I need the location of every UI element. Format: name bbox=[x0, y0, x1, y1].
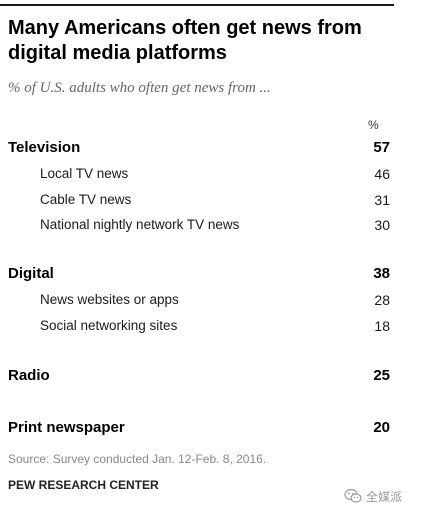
wechat-icon bbox=[344, 488, 362, 504]
subcategory-label: News websites or apps bbox=[40, 292, 179, 307]
group-label: Television bbox=[8, 139, 81, 156]
group-row: Digital 38 bbox=[8, 264, 390, 284]
chart-title: Many Americans often get news from digit… bbox=[8, 17, 362, 64]
group-value: 25 bbox=[373, 367, 390, 384]
group-value: 38 bbox=[373, 265, 390, 282]
subcategory-row: Local TV news 46 bbox=[8, 164, 390, 184]
group-value: 57 bbox=[373, 139, 390, 156]
group-row: Television 57 bbox=[8, 138, 390, 158]
watermark: 全媒派 bbox=[344, 486, 402, 506]
group-row: Print newspaper 20 bbox=[8, 418, 390, 438]
group-row: Radio 25 bbox=[8, 366, 390, 386]
subcategory-label: National nightly network TV news bbox=[40, 217, 240, 232]
subcategory-value: 31 bbox=[374, 191, 390, 208]
subcategory-row: National nightly network TV news 30 bbox=[8, 215, 390, 235]
chart-subtitle: % of U.S. adults who often get news from… bbox=[8, 80, 271, 96]
subcategory-label: Local TV news bbox=[40, 166, 129, 181]
group-value: 20 bbox=[373, 419, 390, 436]
organization-name: PEW RESEARCH CENTER bbox=[8, 478, 159, 492]
watermark-text: 全媒派 bbox=[366, 489, 403, 504]
subcategory-value: 46 bbox=[374, 166, 390, 182]
subcategory-row: Cable TV news 31 bbox=[8, 190, 390, 210]
subcategory-label: Cable TV news bbox=[40, 191, 132, 207]
source-note: Source: Survey conducted Jan. 12-Feb. 8,… bbox=[8, 452, 267, 466]
group-label: Digital bbox=[8, 265, 54, 282]
subcategory-row: Social networking sites 18 bbox=[8, 316, 390, 336]
group-label: Radio bbox=[8, 367, 50, 384]
subcategory-value: 18 bbox=[374, 317, 390, 334]
subcategory-row: News websites or apps 28 bbox=[8, 290, 390, 310]
subcategory-label: Social networking sites bbox=[40, 317, 178, 333]
group-label: Print newspaper bbox=[8, 419, 125, 436]
subcategory-value: 28 bbox=[374, 292, 390, 308]
percent-column-header: % bbox=[368, 118, 379, 132]
subcategory-value: 30 bbox=[374, 217, 390, 233]
top-rule bbox=[0, 4, 394, 6]
